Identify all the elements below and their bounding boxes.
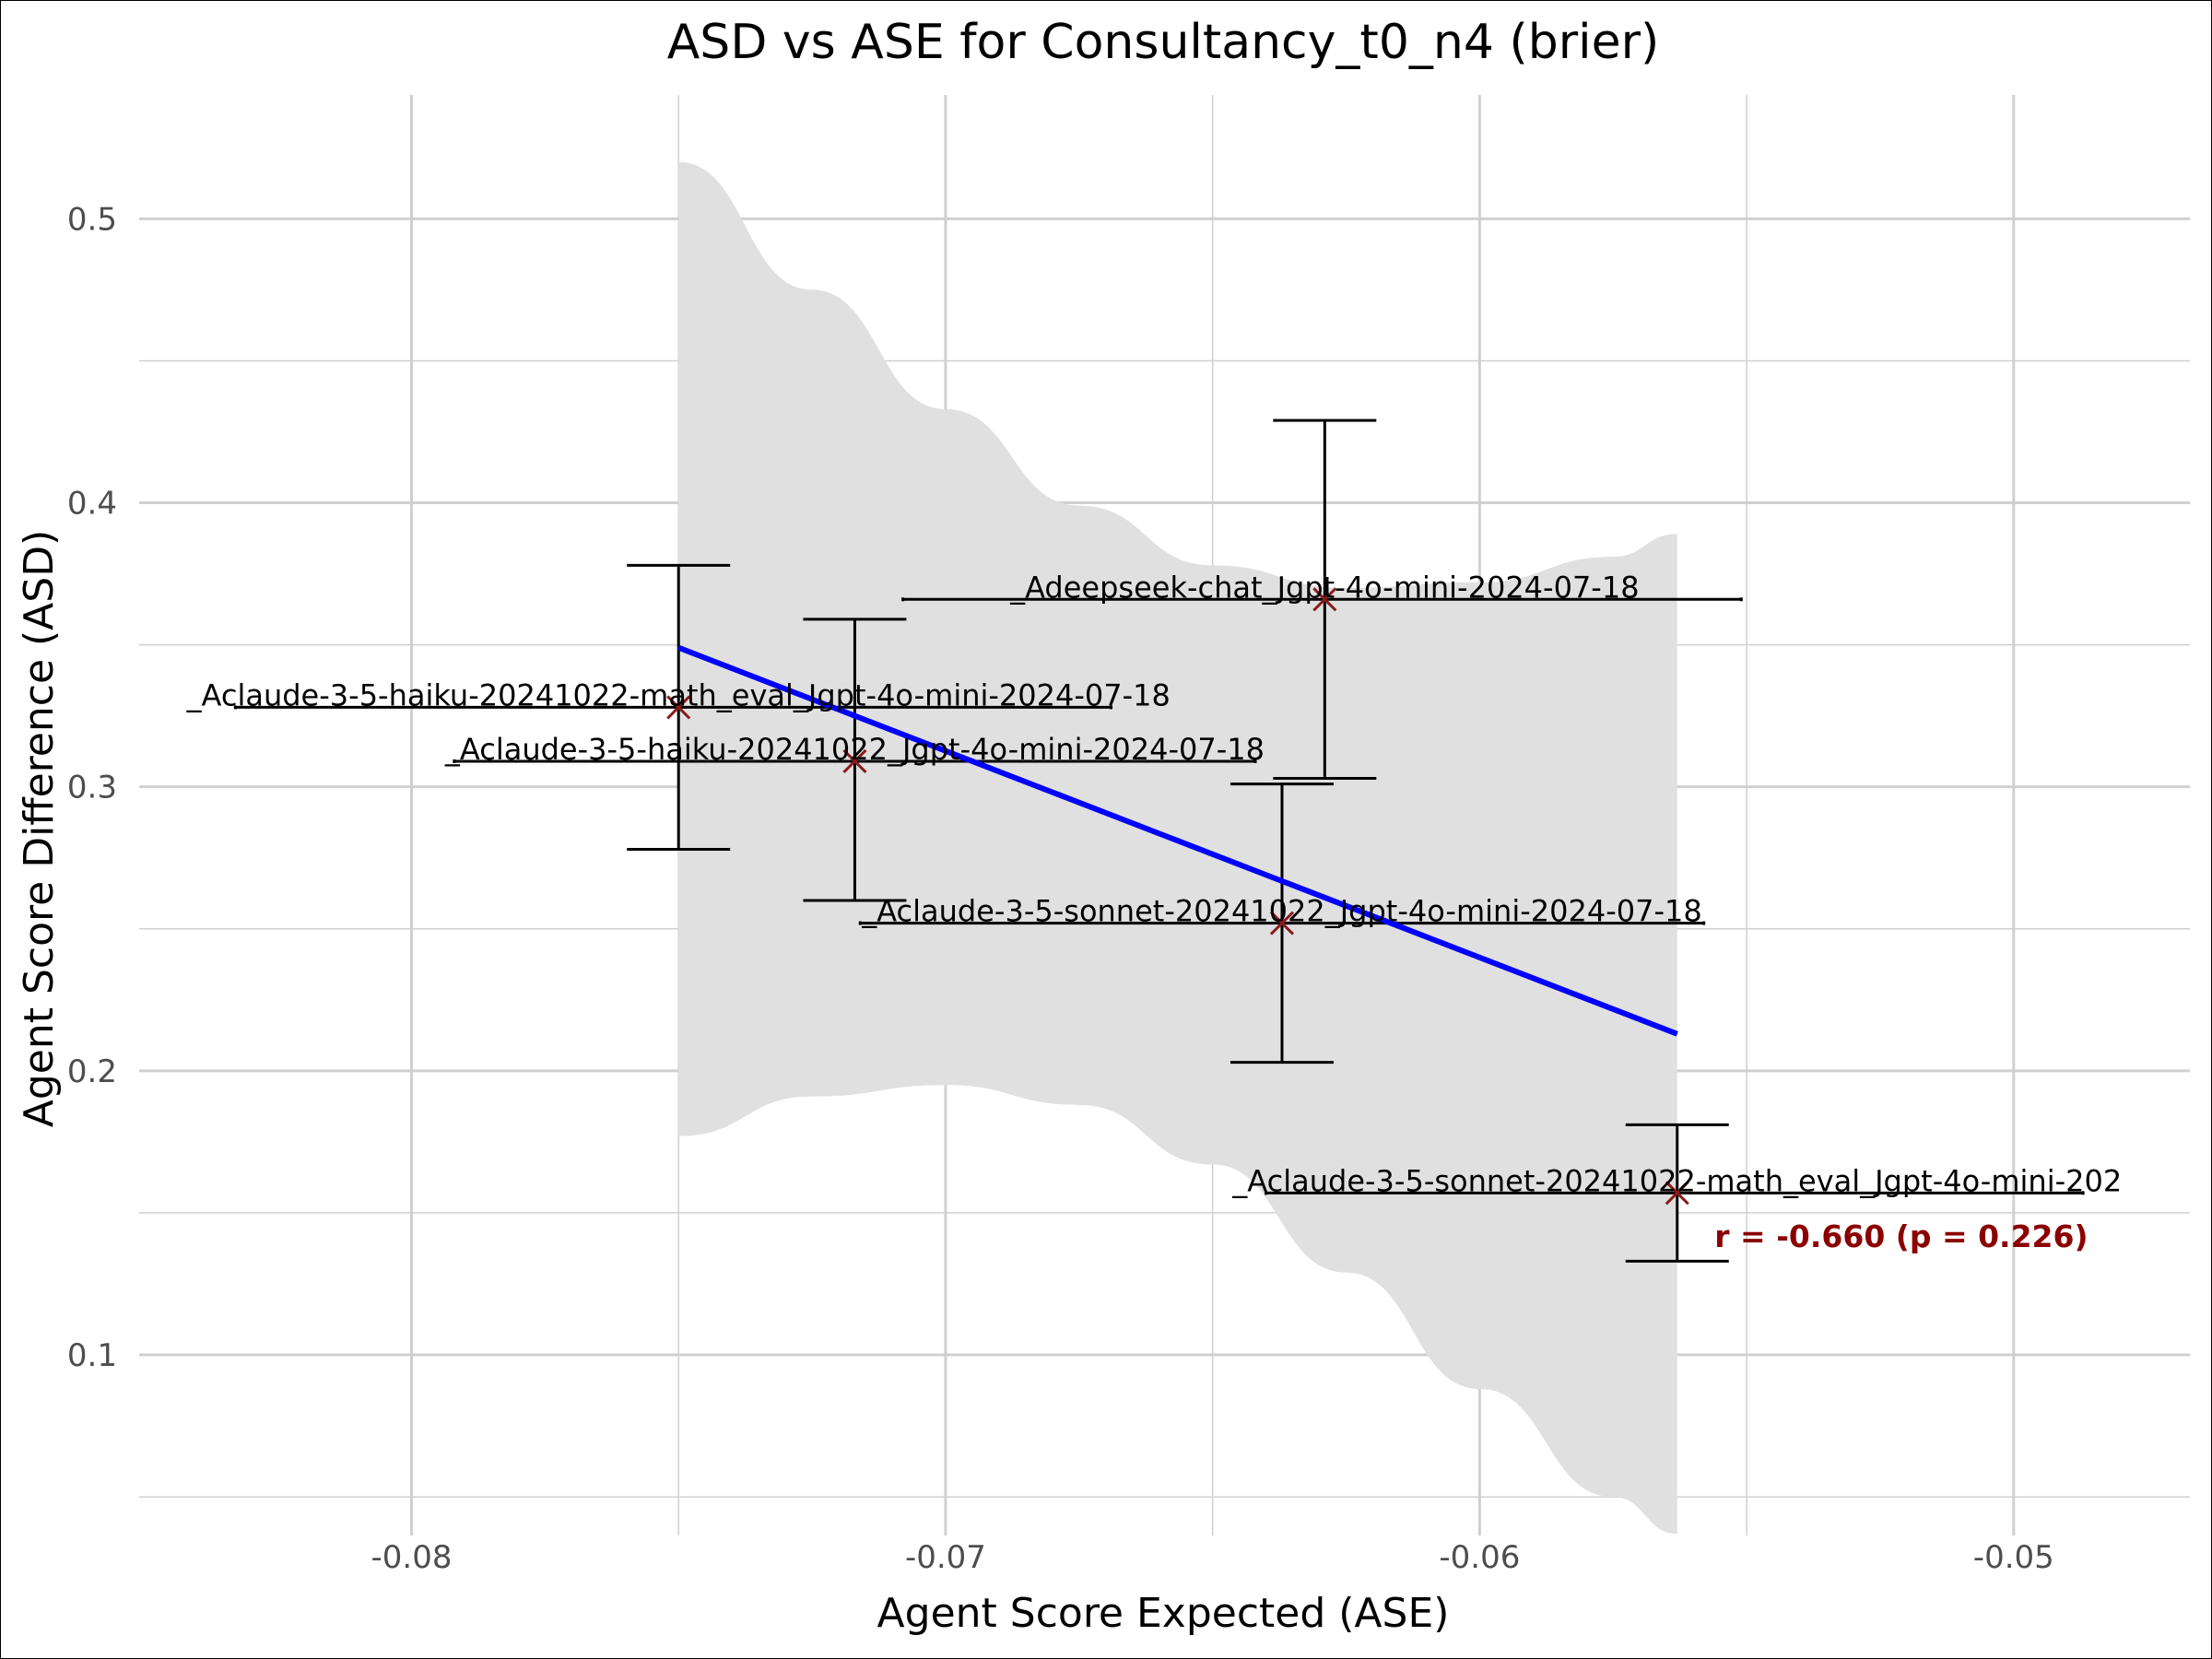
- tick-labels: -0.08 -0.07 -0.06 -0.05 0.1 0.2 0.3 0.4 0.5: [67, 201, 2054, 1576]
- point-labels: _Aclaude-3-5-haiku-20241022-math_eval_Jg…: [186, 570, 2123, 1198]
- data-point-marker: [1269, 911, 1295, 935]
- x-tick-label: -0.06: [1439, 1539, 1520, 1576]
- data-point-marker: [842, 748, 867, 774]
- data-point-marker: [1665, 1181, 1689, 1206]
- marker-stroke: [1312, 587, 1337, 612]
- y-tick-label: 0.1: [67, 1337, 117, 1374]
- point-label: _Adeepseek-chat_Jgpt-4o-mini-2024-07-18: [1009, 570, 1639, 605]
- x-tick-label: -0.05: [1973, 1539, 2054, 1576]
- chart-title: ASD vs ASE for Consultancy_t0_n4 (brier): [667, 15, 1660, 70]
- confidence-band: [678, 161, 1677, 1535]
- y-tick-label: 0.2: [67, 1053, 117, 1090]
- x-axis-label: Agent Score Expected (ASE): [877, 1590, 1450, 1637]
- data-points: [666, 587, 1689, 1206]
- data-point-marker: [666, 695, 691, 720]
- marker-stroke: [1269, 911, 1295, 935]
- regression-line-group: [677, 644, 1678, 1037]
- marker-stroke: [842, 748, 867, 774]
- marker-stroke: [1665, 1181, 1689, 1206]
- y-tick-label: 0.4: [67, 486, 117, 523]
- y-axis-label: Agent Score Difference (ASD): [16, 530, 63, 1128]
- marker-stroke: [666, 695, 691, 720]
- correlation-annotation: r = -0.660 (p = 0.226): [1714, 1218, 2088, 1254]
- y-tick-label: 0.3: [67, 770, 117, 806]
- confidence-band-area: [678, 161, 1677, 1535]
- point-label: _Aclaude-3-5-sonnet-20241022-math_eval_J…: [1231, 1163, 2122, 1198]
- data-point-marker: [1312, 587, 1337, 612]
- regression-line: [677, 644, 1678, 1037]
- y-tick-label: 0.5: [67, 201, 117, 238]
- x-tick-label: -0.08: [371, 1539, 453, 1576]
- point-label: _Aclaude-3-5-sonnet-20241022_Jgpt-4o-min…: [861, 894, 1702, 929]
- x-tick-label: -0.07: [905, 1539, 986, 1576]
- point-label: _Aclaude-3-5-haiku-20241022-math_eval_Jg…: [186, 677, 1171, 712]
- point-label: _Aclaude-3-5-haiku-20241022_Jgpt-4o-mini…: [444, 732, 1265, 767]
